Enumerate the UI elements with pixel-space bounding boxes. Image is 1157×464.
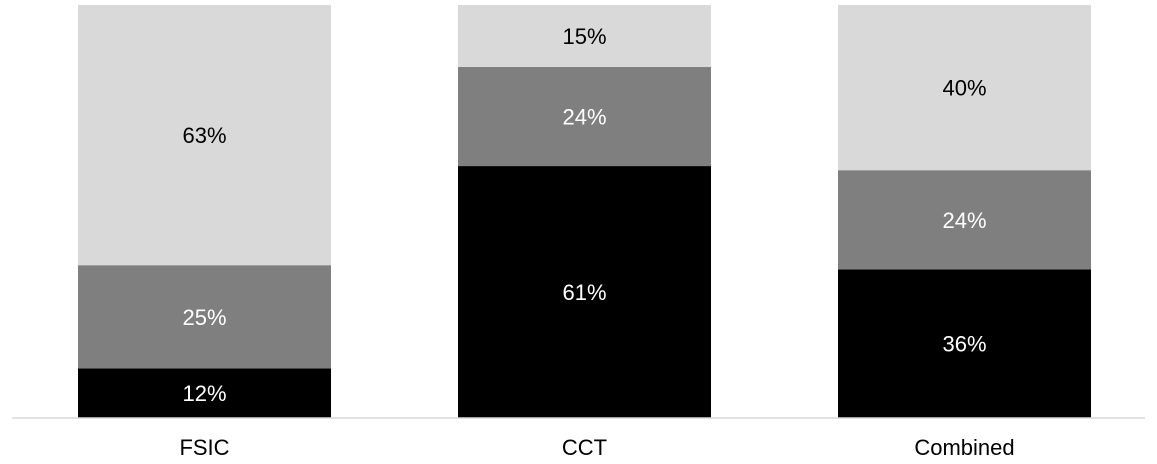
bar-segment-cct-2 [458,5,711,67]
data-label-cct-1: 24% [562,105,606,130]
category-label-cct: CCT [562,435,607,460]
data-label-fsic-1: 25% [182,305,226,330]
bar-segment-fsic-1 [78,265,331,369]
data-label-combined-1: 24% [942,208,986,233]
data-label-combined-0: 36% [942,332,986,357]
bar-segment-cct-1 [458,66,711,167]
bar-segment-combined-1 [838,170,1091,270]
category-label-fsic: FSIC [179,435,229,460]
bar-segment-combined-2 [838,5,1091,171]
data-label-combined-2: 40% [942,76,986,101]
data-label-cct-2: 15% [562,24,606,49]
category-label-combined: Combined [914,435,1014,460]
data-label-fsic-0: 12% [182,381,226,406]
bar-segment-fsic-2 [78,5,331,266]
data-label-cct-0: 61% [562,280,606,305]
data-label-fsic-2: 63% [182,123,226,148]
bar-segment-fsic-0 [78,368,331,418]
category-labels-group: FSIC CCT Combined [179,435,1014,460]
bar-segment-combined-0 [838,269,1091,418]
bar-segment-cct-0 [458,166,711,418]
bars-group: 12% 25% 63% 61% 24% 15% 36% 24% 40% [78,5,1091,418]
